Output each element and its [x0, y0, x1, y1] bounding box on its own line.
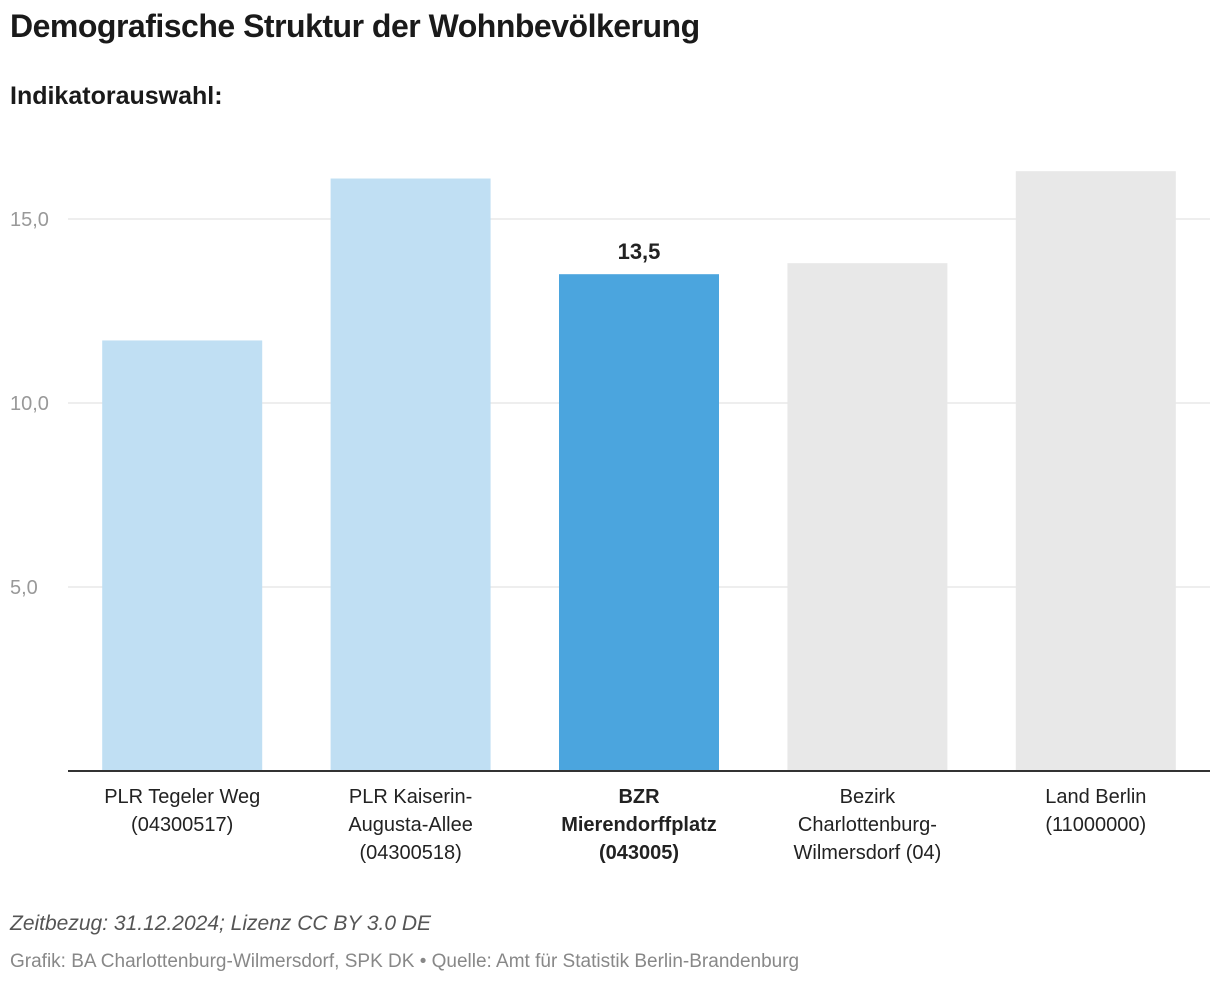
x-tick-label: BZR Mierendorffplatz (043005) [561, 786, 717, 864]
bar [1016, 171, 1176, 771]
y-tick-label: 10,0 [10, 393, 49, 415]
y-tick-label: 15,0 [10, 209, 49, 231]
chart-source: Grafik: BA Charlottenburg-Wilmersdorf, S… [10, 951, 799, 973]
bar-chart: 5,010,015,0PLR Tegeler Weg(04300517)PLR … [0, 0, 1220, 900]
x-tick-label-line: Wilmersdorf (04) [794, 842, 942, 864]
data-label: 13,5 [618, 239, 661, 264]
x-tick-label: PLR Kaiserin- Augusta-Allee (04300518) [348, 786, 473, 864]
x-tick-label-line: (04300518) [359, 842, 461, 864]
x-tick-label-line: Charlottenburg- [798, 814, 937, 836]
x-tick-label-line: Mierendorffplatz [561, 814, 717, 836]
x-tick-label: Land Berlin (11000000) [1045, 786, 1146, 836]
bar [331, 179, 491, 771]
x-tick-label-line: (11000000) [1045, 814, 1146, 836]
bar [559, 274, 719, 771]
bar [102, 340, 262, 771]
reference-date-license: Zeitbezug: 31.12.2024; Lizenz CC BY 3.0 … [10, 912, 431, 936]
x-tick-label-line: PLR Tegeler Weg [104, 786, 260, 808]
x-tick-label: PLR Tegeler Weg (04300517) [104, 786, 260, 836]
x-tick-label-line: (04300517) [131, 814, 233, 836]
x-tick-label-line: PLR Kaiserin- [349, 786, 472, 808]
y-tick-label: 5,0 [10, 577, 38, 599]
x-tick-label-line: Land Berlin [1045, 786, 1146, 808]
x-tick-label: Bezirk Charlottenburg- Wilmersdorf (04) [794, 786, 942, 864]
x-tick-label-line: (043005) [599, 842, 679, 864]
x-tick-label-line: BZR [618, 786, 660, 808]
bar [787, 263, 947, 771]
x-tick-label-line: Augusta-Allee [348, 814, 473, 836]
x-tick-label-line: Bezirk [840, 786, 897, 808]
